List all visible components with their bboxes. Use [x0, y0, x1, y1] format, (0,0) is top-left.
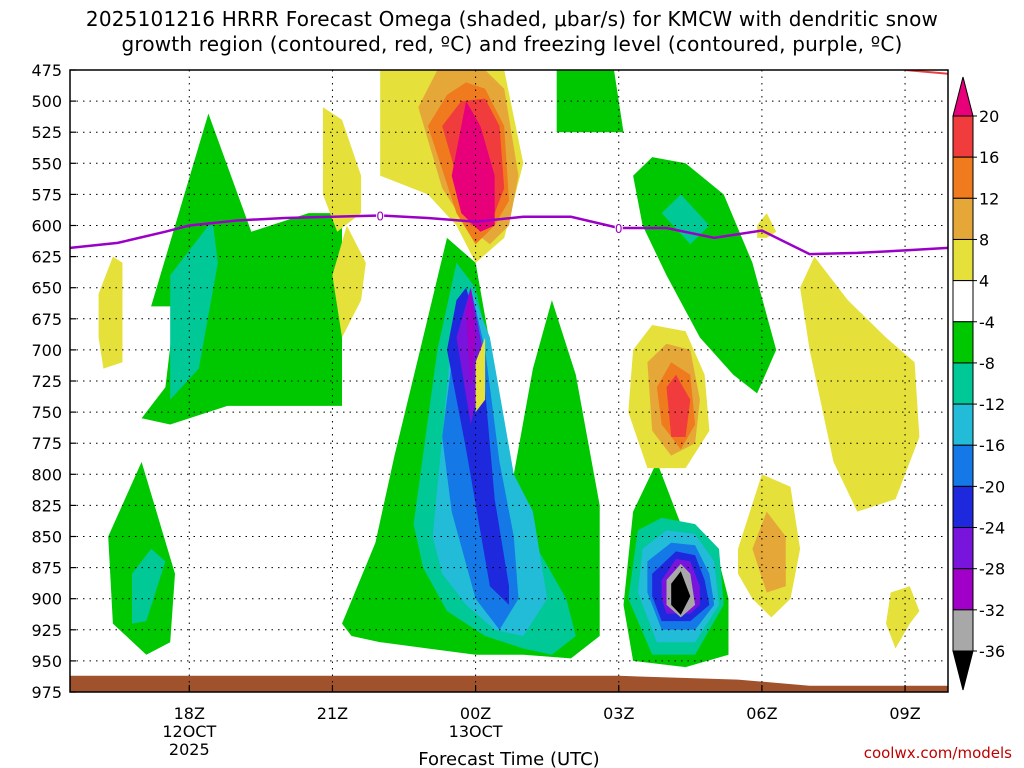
colorbar-cell: [952, 568, 974, 611]
omega-region: [451, 101, 495, 232]
colorbar-label: 8: [979, 230, 989, 249]
colorbar-cell: [952, 197, 974, 240]
colorbar-cell: [952, 403, 974, 446]
x-tick-label: 06Z: [746, 704, 777, 723]
freezing-level-label: 0: [615, 222, 623, 236]
colorbar-label: -32: [979, 601, 1005, 620]
x-tick-label: 03Z: [603, 704, 634, 723]
colorbar-label: 4: [979, 272, 989, 291]
colorbar-cell: [952, 609, 974, 652]
credit-link[interactable]: coolwx.com/models: [864, 744, 1012, 762]
y-tick-label: 625: [31, 248, 62, 267]
colorbar-label: 20: [979, 107, 999, 126]
omega-region: [98, 256, 123, 369]
colorbar-label: 16: [979, 148, 999, 167]
omega-region: [475, 337, 486, 413]
omega-region: [666, 374, 691, 437]
omega-region: [800, 256, 920, 512]
y-tick-label: 475: [31, 61, 62, 80]
omega-region: [671, 571, 691, 615]
colorbar-bottom-arrow: [952, 650, 974, 691]
y-tick-label: 800: [31, 465, 62, 484]
colorbar-cell: [952, 527, 974, 570]
omega-region: [132, 548, 166, 624]
y-tick-label: 825: [31, 496, 62, 515]
ground-surface: [70, 675, 948, 692]
x-tick-year-label: 2025: [169, 740, 210, 759]
freezing-label-bg: [614, 220, 623, 234]
colorbar-label: -12: [979, 395, 1005, 414]
x-axis-label: Forecast Time (UTC): [418, 749, 599, 768]
omega-region: [322, 107, 362, 232]
colorbar-label: -20: [979, 477, 1005, 496]
freezing-level-label: 0: [376, 210, 384, 224]
omega-region: [332, 225, 366, 338]
y-tick-label: 875: [31, 559, 62, 578]
colorbar-cell: [952, 444, 974, 487]
x-tick-date-label: 13OCT: [449, 722, 503, 741]
colorbar-label: -16: [979, 436, 1005, 455]
colorbar-cell: [952, 280, 974, 323]
colorbar-top-arrow: [952, 76, 974, 117]
colorbar-label: -28: [979, 560, 1005, 579]
colorbar-cell: [952, 238, 974, 282]
y-tick-label: 750: [31, 403, 62, 422]
omega-region: [752, 511, 786, 593]
y-tick-label: 550: [31, 154, 62, 173]
x-tick-label: 00Z: [460, 704, 491, 723]
colorbar-label: -24: [979, 519, 1005, 538]
y-tick-label: 925: [31, 621, 62, 640]
y-tick-label: 725: [31, 372, 62, 391]
y-tick-label: 700: [31, 341, 62, 360]
y-tick-label: 950: [31, 652, 62, 671]
y-tick-label: 900: [31, 590, 62, 609]
y-tick-label: 775: [31, 434, 62, 453]
colorbar-cell: [952, 115, 974, 158]
freezing-label-bg: [376, 208, 385, 222]
y-tick-label: 500: [31, 92, 62, 111]
x-tick-label: 09Z: [889, 704, 920, 723]
omega-region: [170, 225, 218, 400]
omega-region: [661, 194, 710, 245]
chart-title-line-1: 2025101216 HRRR Forecast Omega (shaded, …: [85, 7, 939, 31]
colorbar-cell: [952, 156, 974, 199]
pressure-axis: 475 500 525 550 575 600 625 650 675 700 725 750 775 8…: [31, 61, 76, 702]
colorbar-label: -36: [979, 642, 1005, 661]
y-tick-label: 850: [31, 528, 62, 547]
colorbar-label: -4: [979, 313, 995, 332]
y-tick-label: 525: [31, 123, 62, 142]
colorbar-cell: [952, 485, 974, 529]
omega-region: [108, 461, 175, 655]
omega-region: [466, 287, 476, 388]
x-tick-label: 21Z: [317, 704, 348, 723]
x-tick-date-label: 12OCT: [162, 722, 216, 741]
colorbar-label: -8: [979, 354, 995, 373]
omega-region: [886, 586, 920, 649]
y-tick-label: 650: [31, 279, 62, 298]
chart-title-line-2: growth region (contoured, red, ºC) and f…: [121, 32, 903, 56]
omega-shading: [70, 70, 948, 692]
colorbar-cell: [952, 321, 974, 364]
y-tick-label: 675: [31, 310, 62, 329]
freezing-level-line: [70, 214, 948, 256]
colorbar-cell: [952, 362, 974, 405]
colorbar: 20 16 12 8 4 -4 -8 -12 -16 -20 -24 -28 -32 -36: [952, 76, 1005, 691]
y-tick-label: 975: [31, 683, 62, 702]
x-tick-label: 18Z: [174, 704, 205, 723]
y-tick-label: 600: [31, 217, 62, 236]
colorbar-label: 12: [979, 189, 999, 208]
y-tick-label: 575: [31, 185, 62, 204]
